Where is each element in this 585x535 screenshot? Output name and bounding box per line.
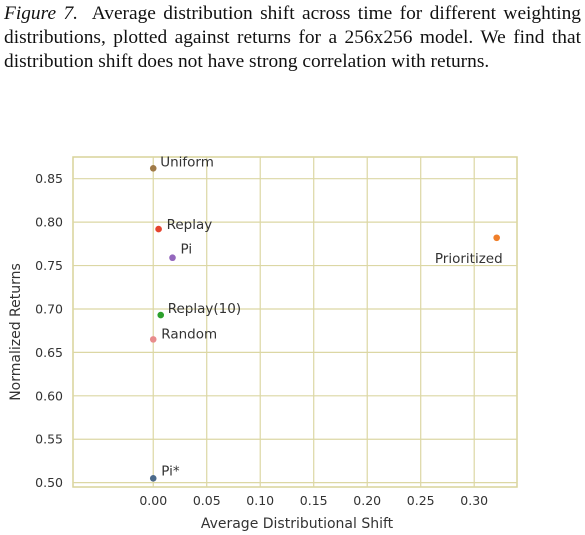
point-label: Pi* xyxy=(161,463,180,479)
plot-area xyxy=(72,156,518,488)
y-tick-label: 0.65 xyxy=(35,345,63,360)
x-tick-label: 0.10 xyxy=(246,493,274,508)
point-label: Replay(10) xyxy=(168,301,241,317)
figure-caption: Figure 7. Average distribution shift acr… xyxy=(4,2,581,74)
y-tick-label: 0.50 xyxy=(35,475,63,490)
x-tick-label: 0.15 xyxy=(300,493,328,508)
point-label: Prioritized xyxy=(435,251,503,267)
y-tick-label: 0.85 xyxy=(35,171,63,186)
point-pi xyxy=(169,254,176,262)
y-tick-label: 0.75 xyxy=(35,258,63,273)
x-axis-label: Average Distributional Shift xyxy=(201,516,394,532)
point-label: Replay xyxy=(167,217,213,233)
point-random xyxy=(149,336,157,343)
y-tick-label: 0.60 xyxy=(35,388,63,403)
point-replay xyxy=(155,225,162,233)
point-label: Random xyxy=(161,326,217,342)
point-prioritized xyxy=(493,234,500,242)
point-replay-10 xyxy=(157,311,165,319)
figure-label: Figure 7. xyxy=(4,3,78,24)
x-tick-label: 0.25 xyxy=(407,493,435,508)
point-label: Uniform xyxy=(160,154,214,170)
point-label: Pi xyxy=(180,242,192,258)
y-tick-label: 0.80 xyxy=(35,215,63,230)
point-labels: Uniform Replay Pi Prioritized Replay(10) Rand… xyxy=(160,154,502,479)
x-tick-labels: 0.00 0.05 0.10 0.15 0.20 0.25 0.30 xyxy=(139,493,488,508)
point-pi xyxy=(149,475,157,482)
x-tick-label: 0.20 xyxy=(353,493,381,508)
x-tick-label: 0.00 xyxy=(139,493,167,508)
y-tick-labels: 0.50 0.55 0.60 0.65 0.70 0.75 0.80 0.85 xyxy=(35,171,63,490)
caption-text: Average distribution shift across time f… xyxy=(4,3,581,72)
y-tick-label: 0.55 xyxy=(35,432,63,447)
data-points xyxy=(149,164,500,482)
x-tick-label: 0.05 xyxy=(193,493,221,508)
grid-lines xyxy=(73,157,517,487)
y-tick-label: 0.70 xyxy=(35,301,63,316)
x-tick-label: 0.30 xyxy=(460,493,488,508)
point-uniform xyxy=(149,164,157,172)
y-axis-label: Normalized Returns xyxy=(8,263,24,401)
